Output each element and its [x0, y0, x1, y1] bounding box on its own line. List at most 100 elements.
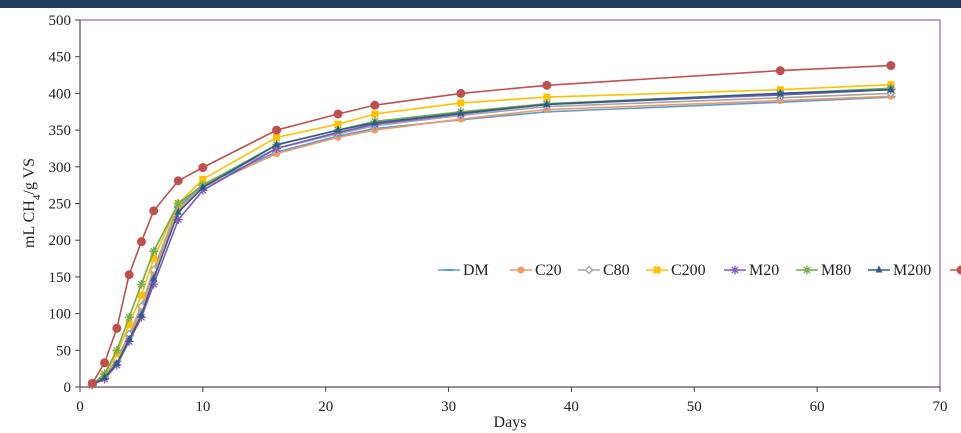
data-point	[273, 150, 281, 158]
legend-item: AC200	[950, 265, 961, 275]
data-point	[542, 80, 552, 90]
x-axis-ticks: 0 10 20 30 40 50 60 70	[76, 387, 948, 415]
y-tick-label: 500	[49, 13, 72, 29]
data-point	[273, 133, 281, 141]
series-line-c80	[91, 92, 891, 386]
data-point	[173, 176, 183, 186]
series-c80	[87, 88, 896, 390]
data-point	[543, 99, 551, 107]
legend-item: C20	[510, 262, 562, 279]
x-tick-label: 10	[195, 399, 210, 415]
data-point	[272, 125, 282, 135]
legend-item: DM	[438, 262, 489, 279]
series-line-c20	[91, 95, 891, 386]
series-line-m80	[91, 87, 891, 385]
y-tick-label: 400	[49, 86, 72, 102]
data-point	[137, 291, 145, 299]
legend-label: M20	[749, 262, 779, 279]
data-point	[371, 110, 379, 118]
y-tick-label: 0	[64, 380, 72, 396]
data-point	[333, 109, 343, 119]
y-tick-label: 100	[49, 307, 72, 323]
plot-area-border	[79, 19, 941, 388]
data-point	[198, 163, 208, 173]
legend-label: C80	[603, 262, 630, 279]
legend-marker	[956, 265, 961, 275]
x-tick-label: 0	[76, 399, 84, 415]
series-dm	[87, 96, 896, 386]
data-point	[137, 310, 145, 318]
legend-marker	[653, 266, 661, 274]
legend-marker	[875, 265, 883, 273]
data-point	[457, 99, 465, 107]
data-point	[775, 66, 785, 76]
legend-item: M200	[868, 262, 931, 279]
data-point	[136, 237, 146, 247]
y-tick-label: 150	[49, 270, 72, 286]
data-point	[149, 246, 159, 256]
data-point	[174, 207, 182, 215]
data-point	[124, 312, 134, 322]
data-point	[112, 323, 122, 333]
legend-marker	[517, 266, 525, 274]
series-line-m20	[91, 88, 891, 386]
series-m20	[87, 85, 896, 390]
data-point	[273, 140, 281, 148]
x-axis-title: Days	[494, 414, 527, 431]
legend-item: M20	[724, 262, 779, 279]
y-axis-ticks: 0 50 100 150 200 250 300 350 400 450 500	[49, 13, 80, 396]
data-point	[199, 182, 207, 190]
legend-label: M200	[893, 262, 931, 279]
series-m200	[88, 85, 895, 388]
data-point	[149, 279, 159, 289]
top-banner-bar	[0, 0, 961, 8]
y-tick-label: 450	[49, 50, 72, 66]
data-point	[124, 270, 134, 280]
data-point	[456, 88, 466, 98]
series-c200	[88, 81, 895, 388]
data-point	[334, 120, 342, 128]
y-tick-label: 350	[49, 123, 72, 139]
legend-marker	[584, 265, 594, 275]
data-point	[198, 185, 208, 195]
y-tick-label: 50	[56, 343, 71, 359]
x-tick-label: 60	[810, 399, 825, 415]
data-point	[112, 345, 122, 355]
series-layer	[87, 61, 896, 390]
series-c20	[88, 92, 895, 389]
data-point	[149, 206, 159, 216]
data-point	[334, 125, 342, 133]
data-point	[125, 321, 133, 329]
data-point	[125, 334, 133, 342]
legend-label: DM	[463, 262, 489, 279]
y-tick-label: 300	[49, 160, 72, 176]
x-tick-label: 30	[441, 399, 456, 415]
legend-item: C200	[646, 262, 706, 279]
data-point	[776, 88, 784, 96]
series-line-dm	[91, 96, 891, 386]
data-point	[199, 175, 207, 183]
x-tick-label: 70	[933, 399, 948, 415]
data-point	[173, 199, 183, 208]
data-point	[886, 61, 896, 71]
legend-label: M80	[821, 262, 851, 279]
data-point	[543, 93, 551, 101]
x-tick-label: 50	[687, 399, 702, 415]
series-line-m200	[91, 88, 891, 386]
data-point	[136, 279, 146, 289]
legend-marker	[730, 265, 740, 275]
legend: DM C20 C80 C200 M20 M80 M200 AC200	[438, 262, 961, 279]
legend-marker	[802, 265, 812, 275]
data-point	[149, 265, 159, 275]
data-point	[150, 255, 158, 263]
data-point	[457, 108, 465, 116]
data-point	[371, 118, 379, 126]
data-point	[101, 372, 109, 380]
y-axis-title: mL CH4/g VS	[21, 158, 43, 248]
data-point	[100, 358, 110, 368]
x-tick-label: 40	[564, 399, 579, 415]
data-point	[150, 273, 158, 281]
data-point	[173, 215, 183, 225]
